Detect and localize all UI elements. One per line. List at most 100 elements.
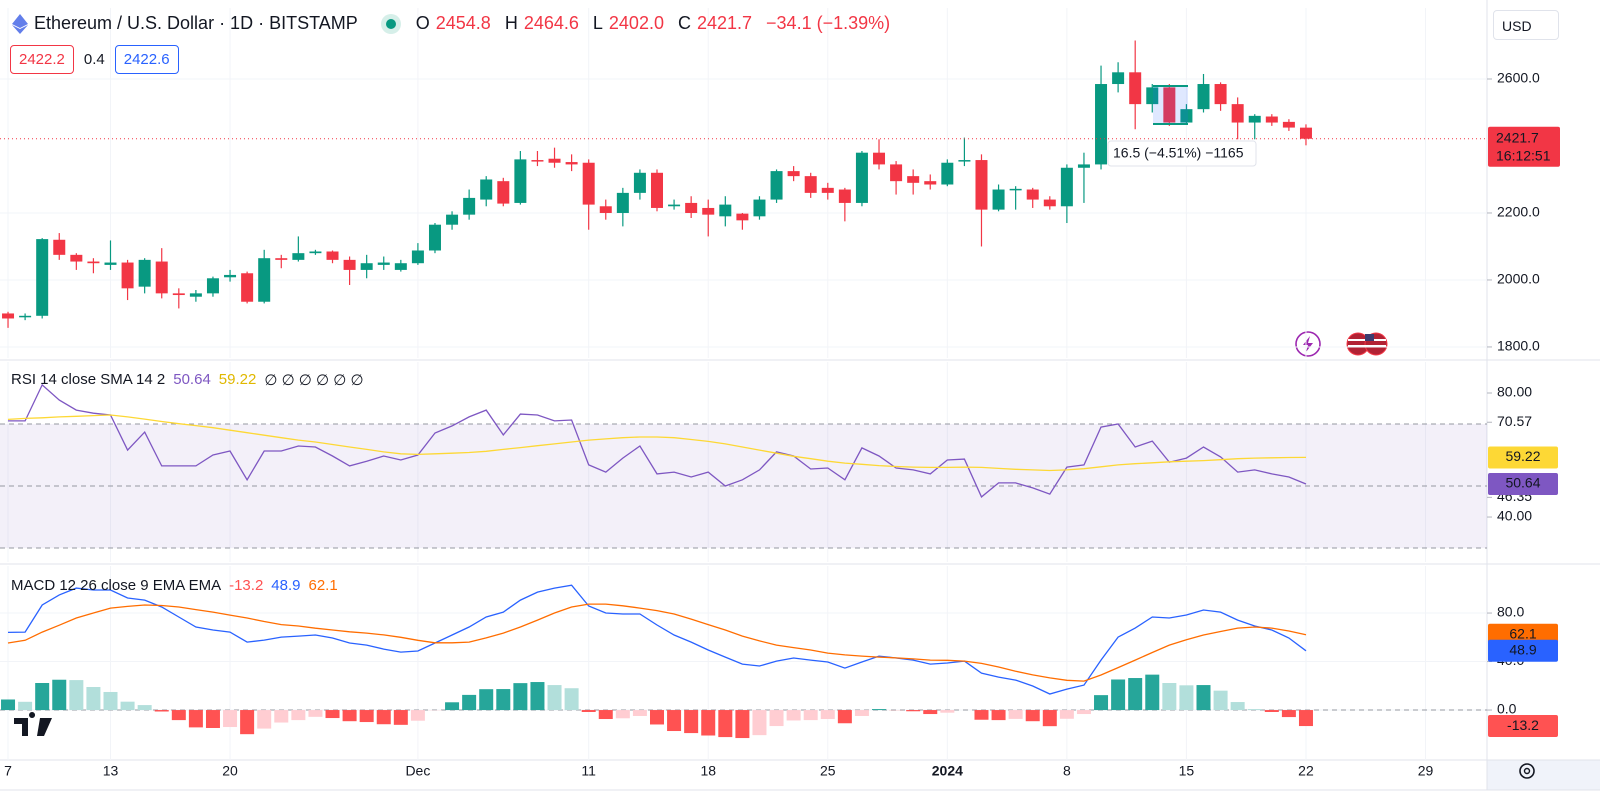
histogram-bar — [513, 683, 528, 711]
flag-canton — [1365, 334, 1374, 341]
histogram-bar — [906, 710, 921, 712]
x-tick-label: 25 — [820, 763, 836, 779]
candle-body — [1299, 127, 1312, 139]
candle-body — [1060, 167, 1073, 207]
histogram-bar — [479, 689, 494, 711]
flag-stripes — [1348, 339, 1386, 347]
market-status — [385, 18, 396, 29]
candle-body — [616, 192, 629, 213]
candle-body — [736, 213, 749, 221]
candle-body — [599, 206, 612, 213]
x-tick-label: 11 — [581, 763, 596, 779]
ohlc-key: L — [592, 13, 603, 33]
histogram-bar — [1213, 690, 1228, 711]
symbol-header: Ethereum / U.S. Dollar · 1D · BITSTAMP O… — [12, 13, 890, 34]
candle-body — [121, 262, 134, 289]
histogram-bar — [308, 710, 323, 717]
y-tick-label: 70.57 — [1497, 413, 1532, 429]
histogram-bar — [923, 710, 938, 715]
x-tick-label: 20 — [222, 763, 238, 779]
series-line — [7, 603, 1307, 682]
measure-label: 16.5 (−4.51%) −1165 — [1113, 145, 1244, 161]
candle-body — [19, 315, 32, 318]
histogram-bar — [1059, 710, 1074, 719]
macd-value: 48.9 — [271, 577, 301, 594]
logo[interactable] — [14, 712, 52, 736]
candle-body — [70, 254, 83, 262]
candle-body — [377, 262, 390, 265]
axis-corner — [1487, 760, 1600, 790]
candle-body — [907, 176, 920, 183]
histogram-bar — [1230, 702, 1245, 711]
candle-body — [702, 207, 715, 215]
currency-button[interactable]: USD — [1493, 10, 1559, 40]
candle-body — [1282, 121, 1295, 128]
histogram-bar — [854, 710, 869, 716]
histogram-bar — [35, 683, 50, 711]
candle-body — [804, 176, 817, 193]
histogram-value: -13.2 — [229, 577, 264, 594]
candle-body — [172, 293, 185, 296]
candle-body — [582, 162, 595, 205]
candle-body — [394, 263, 407, 270]
change: −34.1 (−1.39%) — [766, 13, 891, 33]
bid[interactable]: 2422.2 — [10, 45, 74, 74]
histogram-bar — [223, 710, 238, 728]
candle-body — [838, 189, 851, 203]
histogram-bar — [325, 710, 340, 719]
candle-body — [326, 251, 339, 260]
ohlc-value: 2454.8 — [435, 13, 491, 33]
macd-badge: 48.9 — [1509, 641, 1536, 657]
candle-body — [1231, 104, 1244, 123]
histogram-bar — [581, 710, 596, 712]
candle-body — [411, 250, 424, 264]
candle-body — [53, 239, 66, 255]
histogram-bar — [940, 710, 955, 713]
candle-body — [258, 258, 271, 302]
x-tick-label: 15 — [1179, 763, 1195, 779]
histogram-bar — [974, 710, 989, 720]
x-tick-label: 29 — [1418, 763, 1434, 779]
candle-body — [685, 202, 698, 213]
macd-title: MACD 12 26 close 9 EMA EMA — [11, 577, 222, 594]
settings-icon[interactable] — [1519, 763, 1535, 779]
candle-body — [1129, 72, 1142, 105]
candle-body — [155, 261, 168, 294]
histogram-bar — [649, 710, 664, 725]
candle-body — [787, 171, 800, 177]
candle-body — [924, 181, 937, 185]
candle-body — [343, 259, 356, 270]
candle-body — [633, 172, 646, 193]
candle-body — [87, 261, 100, 264]
histogram-bar — [735, 710, 750, 739]
histogram-bar — [1042, 710, 1057, 727]
symbol-title[interactable]: Ethereum / U.S. Dollar · 1D · BITSTAMP — [34, 13, 358, 33]
ask[interactable]: 2422.6 — [114, 45, 179, 74]
histogram-bar — [1196, 685, 1211, 711]
candle-body — [1163, 87, 1176, 123]
signal-value: 62.1 — [308, 577, 338, 594]
histogram-bar — [274, 710, 289, 723]
histogram-bar — [342, 710, 357, 722]
y-tick-label: 1800.0 — [1497, 338, 1540, 354]
x-tick-label: 8 — [1063, 763, 1071, 779]
histogram-bar — [1281, 710, 1296, 718]
candle-body — [975, 160, 988, 210]
histogram-bar — [1145, 674, 1160, 711]
countdown: 16:12:51 — [1496, 147, 1551, 163]
histogram-bar — [445, 702, 460, 711]
measure-box — [1153, 86, 1188, 124]
rsi-ma-value: 59.22 — [218, 371, 257, 388]
histogram-bar — [496, 689, 511, 711]
candle-body — [1112, 72, 1125, 85]
candle-body — [668, 204, 681, 207]
quote-row: 2422.2 0.4 2422.6 — [10, 45, 179, 74]
histogram-badge-bg — [1488, 715, 1558, 738]
y-tick-label: 80.00 — [1497, 384, 1532, 400]
rsi-value: 50.64 — [173, 371, 211, 388]
y-tick-label: 80.0 — [1497, 604, 1524, 620]
histogram-bar — [1179, 685, 1194, 711]
histogram-bar — [1025, 710, 1040, 722]
y-tick-label: 2600.0 — [1497, 70, 1540, 86]
candle-body — [855, 152, 868, 203]
